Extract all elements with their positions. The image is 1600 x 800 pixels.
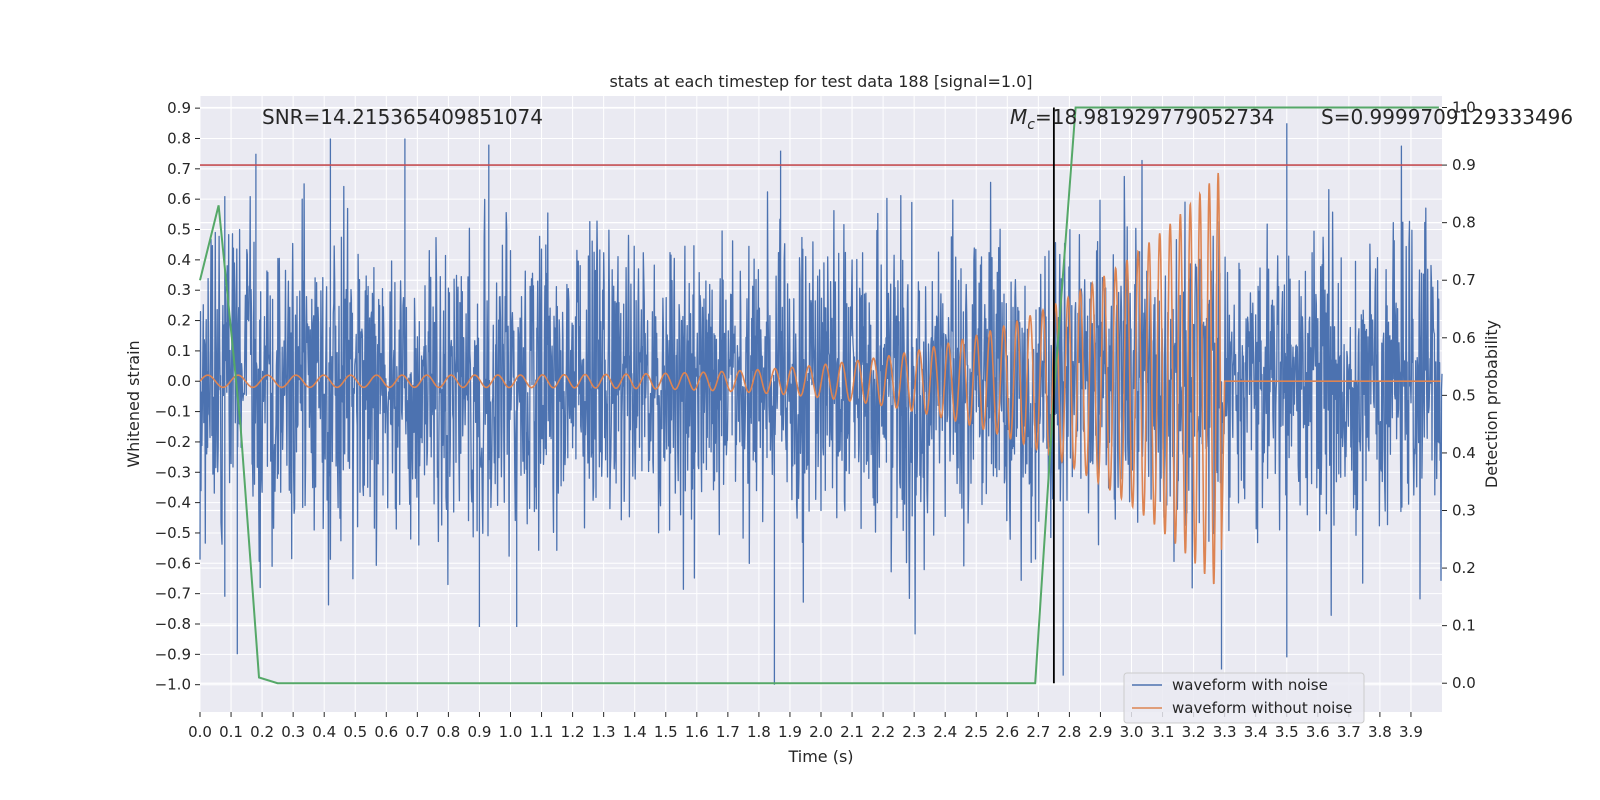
x-tick-label: 0.4 [312, 723, 336, 741]
x-tick-label: 2.4 [933, 723, 957, 741]
x-tick-label: 0.6 [374, 723, 398, 741]
y2-tick-label: 0.8 [1452, 214, 1476, 232]
y-tick-label: 0.8 [167, 129, 191, 147]
y-tick-label: 0.6 [167, 190, 191, 208]
legend-label-noisy: waveform with noise [1172, 676, 1328, 694]
series-detection-probability [199, 106, 1439, 685]
x-tick-label: 1.6 [685, 723, 709, 741]
mc-subscript: c [1027, 117, 1035, 133]
y-tick-label: −0.6 [155, 554, 191, 572]
y-tick-label: −0.3 [155, 463, 191, 481]
x-tick-label: 2.8 [1057, 723, 1081, 741]
y-tick-label: 0.3 [167, 281, 191, 299]
x-tick-label: 0.2 [250, 723, 274, 741]
y2-tick-label: 0.0 [1452, 674, 1476, 692]
y-tick-label: 0.1 [167, 342, 191, 360]
mc-value: =18.981929779052734 [1035, 105, 1274, 129]
x-tick-label: 3.0 [1120, 723, 1144, 741]
y-tick-label: −1.0 [155, 676, 191, 694]
x-tick-label: 1.1 [530, 723, 554, 741]
y2-tick-label: 0.7 [1452, 271, 1476, 289]
y-tick-label: −0.4 [155, 494, 191, 512]
legend-box [1123, 672, 1365, 724]
x-tick-label: 2.3 [902, 723, 926, 741]
x-tick-label: 2.9 [1089, 723, 1113, 741]
y2-axis-label: Detection probability [1482, 320, 1501, 488]
y-axis-label: Whitened strain [124, 340, 143, 467]
x-tick-label: 3.7 [1337, 723, 1361, 741]
mc-annotation: Mc=18.981929779052734 [1010, 105, 1274, 133]
x-tick-label: 1.7 [716, 723, 740, 741]
x-tick-label: 2.1 [840, 723, 864, 741]
x-tick-label: 1.0 [499, 723, 523, 741]
y2-tick-label: 0.4 [1452, 444, 1476, 462]
y-tick-label: −0.5 [155, 524, 191, 542]
y-tick-label: −0.2 [155, 433, 191, 451]
snr-annotation: SNR=14.215365409851074 [262, 105, 543, 129]
y2-tick-label: 0.6 [1452, 329, 1476, 347]
ticks-layer: 0.0 0.1 0.2 0.3 0.4 0.5 0.6 0.7 0.8 0.9 1.0 1.1 1.2 1… [155, 99, 1476, 741]
x-tick-label: 2.0 [809, 723, 833, 741]
y2-tick-label: 0.5 [1452, 386, 1476, 404]
x-tick-label: 0.1 [219, 723, 243, 741]
x-tick-label: 1.5 [654, 723, 678, 741]
mc-symbol: M [1010, 105, 1027, 129]
y2-tick-label: 0.9 [1452, 156, 1476, 174]
x-tick-label: 0.7 [405, 723, 429, 741]
series-clean-waveform [199, 172, 1441, 585]
x-tick-label: 2.5 [964, 723, 988, 741]
y-tick-label: 0.7 [167, 160, 191, 178]
x-tick-label: 3.8 [1368, 723, 1392, 741]
legend-label-clean: waveform without noise [1172, 699, 1352, 717]
series-layer [199, 106, 1443, 685]
x-tick-label: 1.3 [592, 723, 616, 741]
x-tick-label: 3.6 [1306, 723, 1330, 741]
y-tick-label: −0.7 [155, 585, 191, 603]
y2-tick-label: 1.0 [1452, 99, 1476, 117]
y2-tick-label: 0.3 [1452, 502, 1476, 520]
x-tick-label: 3.3 [1213, 723, 1237, 741]
x-tick-label: 0.9 [468, 723, 492, 741]
x-tick-label: 3.9 [1399, 723, 1423, 741]
x-tick-label: 0.5 [343, 723, 367, 741]
x-axis-label: Time (s) [787, 747, 853, 766]
x-tick-label: 0.8 [436, 723, 460, 741]
y2-tick-label: 0.2 [1452, 559, 1476, 577]
y-tick-label: 0.9 [167, 99, 191, 117]
chart-title: stats at each timestep for test data 188… [609, 72, 1032, 91]
y-tick-label: −0.1 [155, 403, 191, 421]
legend: waveform with noise waveform without noi… [1123, 672, 1365, 724]
x-tick-label: 0.3 [281, 723, 305, 741]
x-tick-label: 0.0 [188, 723, 212, 741]
x-tick-label: 3.2 [1182, 723, 1206, 741]
series-noisy-waveform [199, 123, 1443, 685]
x-tick-label: 2.2 [871, 723, 895, 741]
y-tick-label: −0.9 [155, 645, 191, 663]
y-tick-label: 0.4 [167, 251, 191, 269]
x-tick-label: 2.6 [995, 723, 1019, 741]
x-tick-label: 1.8 [747, 723, 771, 741]
y-tick-label: 0.5 [167, 221, 191, 239]
y-tick-label: −0.8 [155, 615, 191, 633]
x-tick-label: 1.9 [778, 723, 802, 741]
x-tick-label: 1.2 [561, 723, 585, 741]
x-tick-label: 3.4 [1244, 723, 1268, 741]
y-tick-label: 0.2 [167, 312, 191, 330]
s-annotation: S=0.9999709129333496 [1321, 105, 1573, 129]
x-tick-label: 3.1 [1151, 723, 1175, 741]
x-tick-label: 3.5 [1275, 723, 1299, 741]
y2-tick-label: 0.1 [1452, 617, 1476, 635]
y-tick-label: 0.0 [167, 372, 191, 390]
x-tick-label: 1.4 [623, 723, 647, 741]
x-tick-label: 2.7 [1026, 723, 1050, 741]
